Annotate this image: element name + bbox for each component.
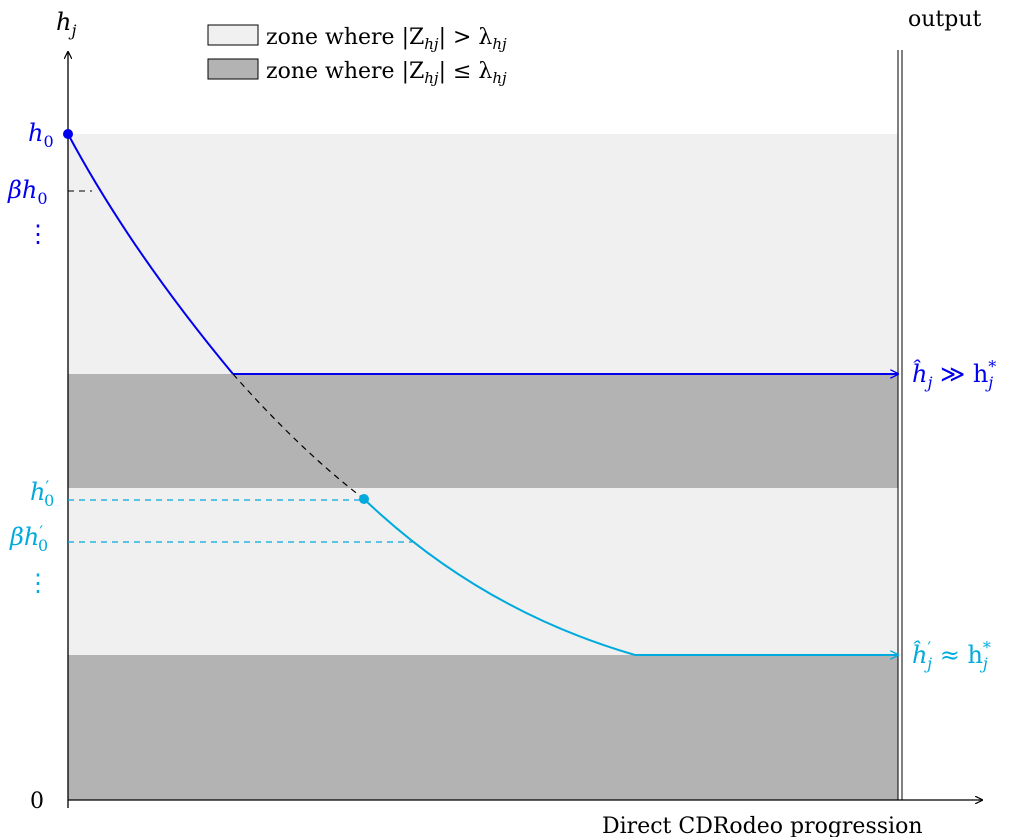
dark-zone-lower — [68, 655, 898, 800]
output-label: output — [908, 7, 982, 32]
cyan-descent-curve — [363, 498, 636, 656]
legend-swatch-light — [207, 24, 259, 46]
vdots-blue: ⋮ — [26, 220, 50, 248]
dashed-continuation — [232, 373, 365, 500]
output-label-cyan: ĥ′ j ≈ h* j — [912, 638, 991, 673]
blue-start-point — [63, 129, 73, 139]
legend-swatch-dark — [207, 58, 259, 80]
light-zone-middle — [68, 488, 898, 655]
tick-label-beta-h0: βh0 — [7, 176, 48, 208]
origin-label: 0 — [30, 789, 44, 814]
tick-label-h0-prime: h′ 0 — [30, 477, 54, 510]
legend-label-light: zone where |Zhj| > λhj — [266, 25, 507, 53]
output-label-blue: ĥj ≫ h* j — [912, 357, 996, 392]
y-axis-title: hj — [56, 8, 76, 40]
tick-label-beta-h0-prime: βh′ 0 — [9, 522, 48, 555]
cyan-start-point — [359, 494, 369, 504]
tick-label-h0: h0 — [28, 119, 54, 151]
dark-zone-upper — [68, 374, 898, 488]
vdots-cyan: ⋮ — [26, 569, 50, 597]
light-zone-top — [68, 134, 898, 374]
x-axis-title: Direct CDRodeo progression — [602, 814, 922, 837]
legend-label-dark: zone where |Zhj| ≤ λhj — [266, 59, 507, 87]
blue-descent-curve — [67, 133, 234, 375]
